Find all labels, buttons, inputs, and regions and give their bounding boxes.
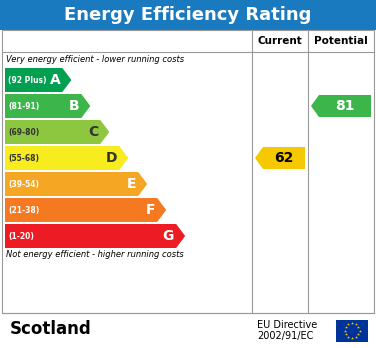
- Bar: [2, 30, 374, 313]
- Polygon shape: [5, 94, 90, 118]
- Polygon shape: [311, 95, 371, 117]
- Polygon shape: [5, 172, 147, 196]
- Polygon shape: [5, 224, 185, 248]
- Text: Very energy efficient - lower running costs: Very energy efficient - lower running co…: [6, 55, 184, 64]
- Text: 81: 81: [335, 99, 355, 113]
- Polygon shape: [5, 68, 71, 92]
- Bar: [0, 0, 376, 30]
- Text: A: A: [50, 73, 61, 87]
- Bar: [336, 319, 368, 341]
- Polygon shape: [5, 146, 128, 170]
- Polygon shape: [5, 120, 109, 144]
- Text: (39-54): (39-54): [8, 180, 39, 189]
- Text: (81-91): (81-91): [8, 102, 39, 111]
- Text: (21-38): (21-38): [8, 206, 39, 214]
- Text: (92 Plus): (92 Plus): [8, 76, 47, 85]
- Text: (1-20): (1-20): [8, 231, 34, 240]
- Text: 2002/91/EC: 2002/91/EC: [257, 332, 313, 341]
- Text: Energy Efficiency Rating: Energy Efficiency Rating: [64, 6, 312, 24]
- Text: F: F: [146, 203, 155, 217]
- Polygon shape: [255, 147, 305, 169]
- Text: D: D: [106, 151, 117, 165]
- Text: 62: 62: [274, 151, 294, 165]
- Text: E: E: [127, 177, 136, 191]
- Text: (69-80): (69-80): [8, 127, 39, 136]
- Text: (55-68): (55-68): [8, 153, 39, 163]
- Text: EU Directive: EU Directive: [257, 319, 317, 330]
- Text: Not energy efficient - higher running costs: Not energy efficient - higher running co…: [6, 250, 184, 259]
- Polygon shape: [5, 198, 166, 222]
- Text: Potential: Potential: [314, 36, 368, 46]
- Text: Current: Current: [258, 36, 302, 46]
- Text: C: C: [88, 125, 98, 139]
- Text: G: G: [163, 229, 174, 243]
- Text: Scotland: Scotland: [10, 321, 92, 339]
- Text: B: B: [69, 99, 79, 113]
